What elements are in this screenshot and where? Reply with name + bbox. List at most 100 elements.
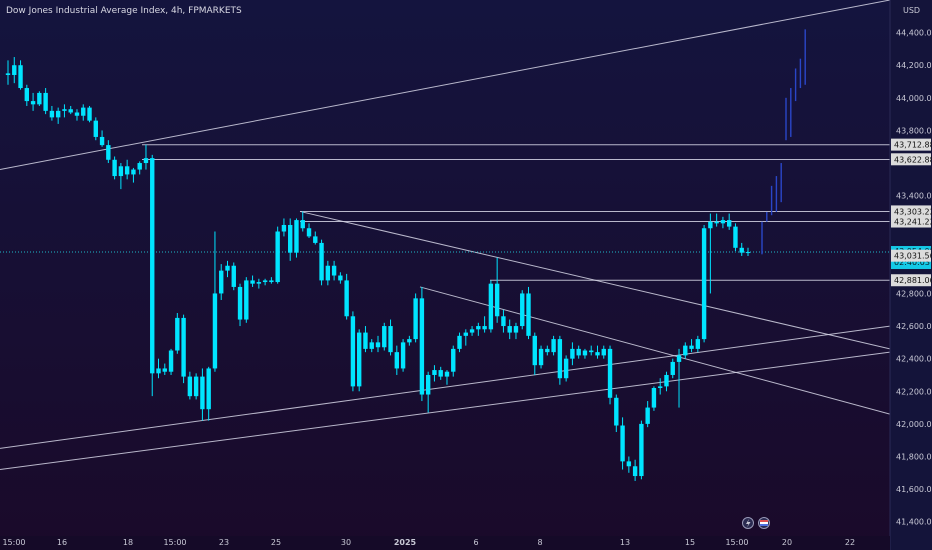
- candle-body: [626, 461, 632, 467]
- level-price-tag: [891, 215, 931, 228]
- candle-body: [74, 112, 80, 116]
- candle-body: [18, 65, 23, 89]
- chart-title: Dow Jones Industrial Average Index, 4h, …: [6, 6, 242, 16]
- candles: [5, 57, 751, 481]
- candle-body: [382, 326, 387, 348]
- candle-body: [620, 425, 625, 462]
- candle-body: [269, 280, 274, 283]
- candle-body: [49, 110, 55, 118]
- candle-body: [695, 339, 701, 349]
- candle-body: [237, 286, 243, 320]
- price-tick-label: 44,400.00: [896, 29, 932, 38]
- candle-body: [482, 326, 487, 330]
- candle-body: [425, 374, 431, 395]
- time-tick-label: 15:00: [725, 538, 748, 547]
- price-tick-label: 41,800.00: [896, 452, 932, 461]
- price-tick-label: 43,800.00: [896, 126, 932, 135]
- candle-body: [338, 275, 343, 281]
- candle-body: [275, 231, 280, 283]
- level-price-tag: [891, 249, 931, 262]
- candle-body: [300, 220, 305, 229]
- candle-body: [288, 224, 293, 253]
- candle-body: [651, 388, 657, 408]
- candle-body: [168, 350, 174, 372]
- candle-body: [219, 270, 224, 294]
- candle-body: [451, 348, 456, 372]
- time-tick-label: 13: [620, 538, 630, 547]
- candle-body: [576, 348, 581, 356]
- price-tick-label: 41,400.00: [896, 518, 932, 527]
- candle-body: [30, 101, 36, 105]
- price-tick-label: 42,600.00: [896, 322, 932, 331]
- candle-body: [551, 339, 556, 353]
- candle-body: [601, 348, 606, 356]
- time-tick-label: 20: [782, 538, 792, 547]
- candle-body: [745, 252, 751, 254]
- candle-body: [676, 355, 682, 362]
- candle-body: [231, 265, 236, 287]
- candle-body: [294, 220, 299, 253]
- candle-body: [124, 166, 130, 175]
- candle-body: [413, 298, 418, 340]
- candle-body: [720, 220, 726, 224]
- candle-body: [162, 368, 167, 372]
- level-price-value: 43,303.22: [894, 207, 932, 216]
- level-price-value: 43,031.56: [894, 252, 932, 261]
- time-tick-label: 22: [845, 538, 855, 547]
- candle-body: [143, 158, 149, 164]
- level-price-value: 43,712.88: [894, 141, 932, 150]
- candle-body: [187, 376, 193, 397]
- level-price-tag: [891, 138, 931, 151]
- price-tags: 43,712.88 43,622.88 43,303.22 43,241.22 43,0…: [891, 138, 932, 287]
- candle-body: [325, 265, 331, 281]
- candle-body: [708, 221, 713, 229]
- time-tick-label: 16: [57, 538, 67, 547]
- time-tick-label: 15:00: [2, 538, 25, 547]
- candle-body: [526, 293, 531, 336]
- level-price-value: 43,622.88: [894, 155, 932, 164]
- candle-body: [488, 283, 494, 330]
- candle-body: [12, 65, 17, 75]
- candle-body: [683, 345, 688, 356]
- time-tick-label: 15: [685, 538, 695, 547]
- candle-body: [645, 407, 650, 424]
- candle-body: [463, 332, 468, 336]
- candle-body: [5, 73, 11, 75]
- flag-stripe-red: [760, 520, 768, 522]
- time-axis[interactable]: 15:00 16 18 15:00 23 25 30 2025 6 8 13 15 15:00 20 22: [0, 536, 890, 550]
- candle-body: [99, 136, 105, 146]
- candle-body: [614, 397, 619, 426]
- candle-body: [256, 282, 262, 284]
- candle-body: [81, 107, 86, 116]
- trend-lines[interactable]: [0, 0, 891, 471]
- bottom-icons[interactable]: [742, 517, 770, 529]
- candle-body: [507, 326, 512, 333]
- candle-body: [244, 280, 249, 320]
- candle-body: [131, 169, 136, 175]
- trend-line: [0, 351, 891, 471]
- candle-body: [714, 221, 719, 224]
- candle-body: [513, 326, 519, 333]
- flag-stripe-white: [760, 522, 768, 524]
- candle-body: [363, 332, 368, 349]
- candle-body: [632, 466, 638, 477]
- candle-body: [557, 339, 563, 379]
- projection-bars: [761, 29, 806, 255]
- candle-body: [206, 368, 211, 410]
- candle-body: [193, 376, 199, 397]
- candle-body: [733, 226, 738, 248]
- candle-body: [494, 283, 500, 317]
- trend-line: [0, 0, 891, 171]
- candle-body: [137, 163, 142, 170]
- time-tick-label: 25: [271, 538, 281, 547]
- price-tick-label: 42,400.00: [896, 355, 932, 364]
- candle-body: [150, 158, 155, 374]
- price-tick-label: 42,200.00: [896, 387, 932, 396]
- candle-body: [457, 335, 462, 349]
- level-price-tag: [891, 274, 931, 287]
- candle-body: [689, 345, 694, 349]
- candle-body: [112, 159, 117, 177]
